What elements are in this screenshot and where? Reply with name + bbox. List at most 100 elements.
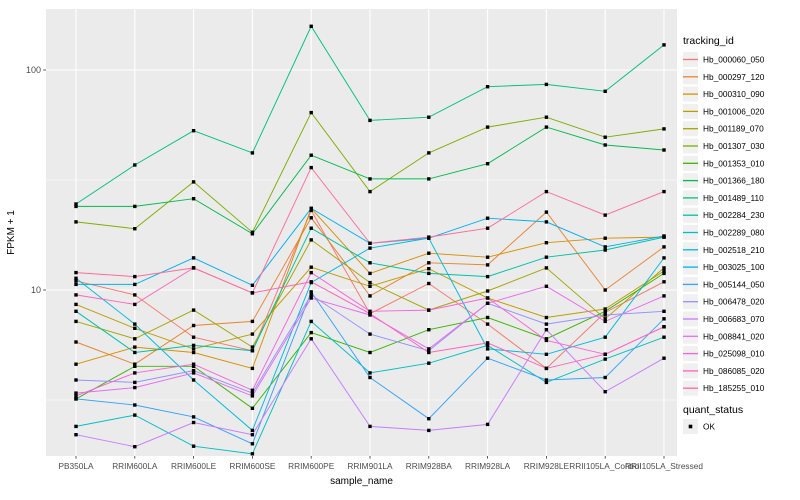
data-point-marker [133,413,137,417]
data-point-marker [74,309,78,313]
data-point-marker [662,43,666,47]
data-point-marker [544,284,549,288]
data-point-marker [544,82,549,87]
data-point-marker [544,352,549,356]
data-point-marker [191,256,196,260]
data-point-marker [368,312,372,316]
data-point-marker [368,271,372,276]
data-point-marker [603,357,607,361]
data-point-marker [309,330,313,335]
data-point-marker [427,428,431,433]
data-point-marker [74,282,78,287]
x-tick-label: RRIM600PE [288,461,335,471]
data-point-marker [309,280,313,284]
data-point-marker [309,24,313,28]
data-point-marker [309,337,313,341]
legend-label: Hb_086085_020 [703,366,765,376]
data-point-marker [250,232,255,236]
legend-label: Hb_001006_020 [703,106,765,116]
data-point-marker [74,424,78,429]
data-point-marker [662,335,666,339]
data-point-marker [191,323,196,328]
legend-label: Hb_002518_210 [703,245,765,255]
data-point-marker [485,356,490,360]
data-point-marker [368,350,372,355]
legend-title: tracking_id [683,35,734,47]
data-point-marker [662,269,666,273]
data-point-marker [74,220,78,224]
data-point-marker [603,375,607,380]
legend-label: Hb_000297_120 [703,72,765,82]
data-point-marker [544,241,549,245]
data-point-marker [368,284,372,288]
x-tick-label: RRIM928LA [465,461,511,471]
data-point-marker [309,206,313,211]
data-point-marker [74,397,78,401]
data-point-marker [133,350,137,355]
data-point-marker [485,347,490,351]
data-point-marker [485,296,490,300]
data-point-marker [309,319,313,324]
data-point-marker [74,340,78,344]
data-point-marker [662,356,666,360]
data-point-marker [74,302,78,307]
data-point-marker [250,349,255,353]
legend-label: Hb_001489_110 [703,193,764,203]
data-point-marker [309,290,313,294]
data-point-marker [133,322,137,326]
data-point-marker [74,319,78,324]
data-point-marker [544,378,549,382]
data-point-marker [250,452,255,456]
data-point-marker [191,197,196,201]
data-point-marker [191,444,196,448]
data-point-marker [368,294,372,298]
data-point-marker [191,335,196,339]
data-point-marker [368,280,372,285]
data-point-marker [662,189,666,194]
data-point-marker [603,135,607,139]
data-point-marker [485,85,490,89]
data-point-marker [133,364,137,368]
data-point-marker [544,380,549,385]
data-point-marker [485,274,490,279]
data-point-marker [544,220,549,224]
data-point-marker [309,216,313,220]
data-point-marker [133,403,137,407]
data-point-marker [74,279,78,283]
data-point-marker [250,291,255,295]
data-point-marker [603,390,607,394]
x-tick-label: RRIM600SE [229,461,276,471]
data-point-marker [368,189,372,194]
data-point-marker [309,296,313,300]
data-point-marker [603,143,607,147]
data-point-marker [485,125,490,129]
data-point-marker [309,208,313,213]
data-point-marker [133,204,137,209]
legend2-key-marker [688,424,693,429]
data-point-marker [603,317,607,321]
legend-label: Hb_002289_080 [703,228,765,238]
data-point-marker [427,347,431,351]
legend-label: Hb_008841_020 [703,331,765,341]
data-point-marker [191,371,196,375]
data-point-marker [74,202,78,206]
data-point-marker [427,361,431,365]
legend-label: Hb_002284_230 [703,210,765,220]
data-point-marker [191,420,196,425]
legend-label: Hb_025098_010 [703,349,765,359]
data-point-marker [133,362,137,366]
data-point-marker [427,235,431,239]
data-point-marker [427,115,431,119]
data-point-marker [485,289,490,293]
data-point-marker [427,349,431,353]
data-point-marker [191,129,196,133]
legend-label: Hb_000060_050 [703,55,765,65]
legend-label: Hb_185255_010 [703,383,765,393]
data-point-marker [133,345,137,349]
data-point-marker [368,177,372,181]
data-point-marker [427,251,431,255]
data-point-marker [544,328,549,332]
data-point-marker [427,271,431,276]
